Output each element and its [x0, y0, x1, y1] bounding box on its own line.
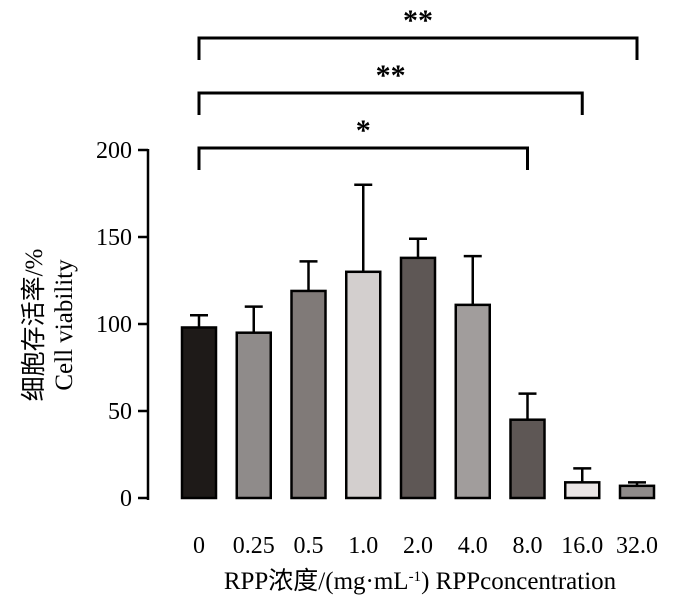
y-axis-title-line2: Cell viability [51, 259, 78, 391]
significance-label: ** [376, 59, 406, 92]
x-tick-labels: 0 0.25 0.5 1.0 2.0 4.0 8.0 16.0 32.0 [193, 533, 658, 559]
y-tick-label: 100 [96, 312, 132, 338]
bar [509, 418, 546, 500]
x-tick-label: 32.0 [616, 533, 658, 559]
y-axis-title: 细胞存活率/% Cell viability [20, 249, 78, 402]
y-tick-label: 0 [120, 486, 132, 512]
significance-brackets: ***** [197, 4, 639, 170]
x-tick-label: 2.0 [403, 533, 433, 559]
significance-label: * [356, 114, 371, 147]
x-tick-label: 4.0 [458, 533, 488, 559]
x-axis-title-main: RPP浓度/(mg·mL [224, 567, 409, 595]
bar [454, 303, 491, 500]
y-tick-label: 150 [96, 225, 132, 251]
x-tick-label: 0.25 [233, 533, 275, 559]
y-tick-label: 200 [96, 138, 132, 164]
bars [180, 256, 656, 500]
x-tick-label: 0 [193, 533, 205, 559]
y-tick-label: 50 [108, 399, 132, 425]
error-bars [190, 183, 646, 486]
x-tick-label: 8.0 [513, 533, 543, 559]
y-axis: 0 50 100 150 200 [96, 138, 150, 512]
significance-label: ** [403, 4, 433, 37]
bar [618, 484, 656, 500]
x-tick-label: 1.0 [348, 533, 378, 559]
bar [290, 289, 327, 500]
y-axis-title-line1: 细胞存活率/% [20, 249, 48, 402]
significance-bracket [197, 36, 639, 60]
x-axis-title-tail: ) RPPconcentration [421, 568, 617, 595]
x-tick-label: 0.5 [294, 533, 324, 559]
bar [180, 326, 218, 500]
bar [399, 256, 437, 500]
x-axis-title-sup: -1 [409, 569, 422, 585]
significance-bracket [197, 146, 529, 170]
bar [345, 270, 382, 500]
significance-bracket [197, 91, 584, 115]
x-tick-label: 16.0 [561, 533, 603, 559]
bar [235, 331, 272, 500]
bar [564, 481, 601, 500]
x-axis-title: RPP浓度/(mg·mL-1) RPPconcentration [224, 567, 617, 595]
